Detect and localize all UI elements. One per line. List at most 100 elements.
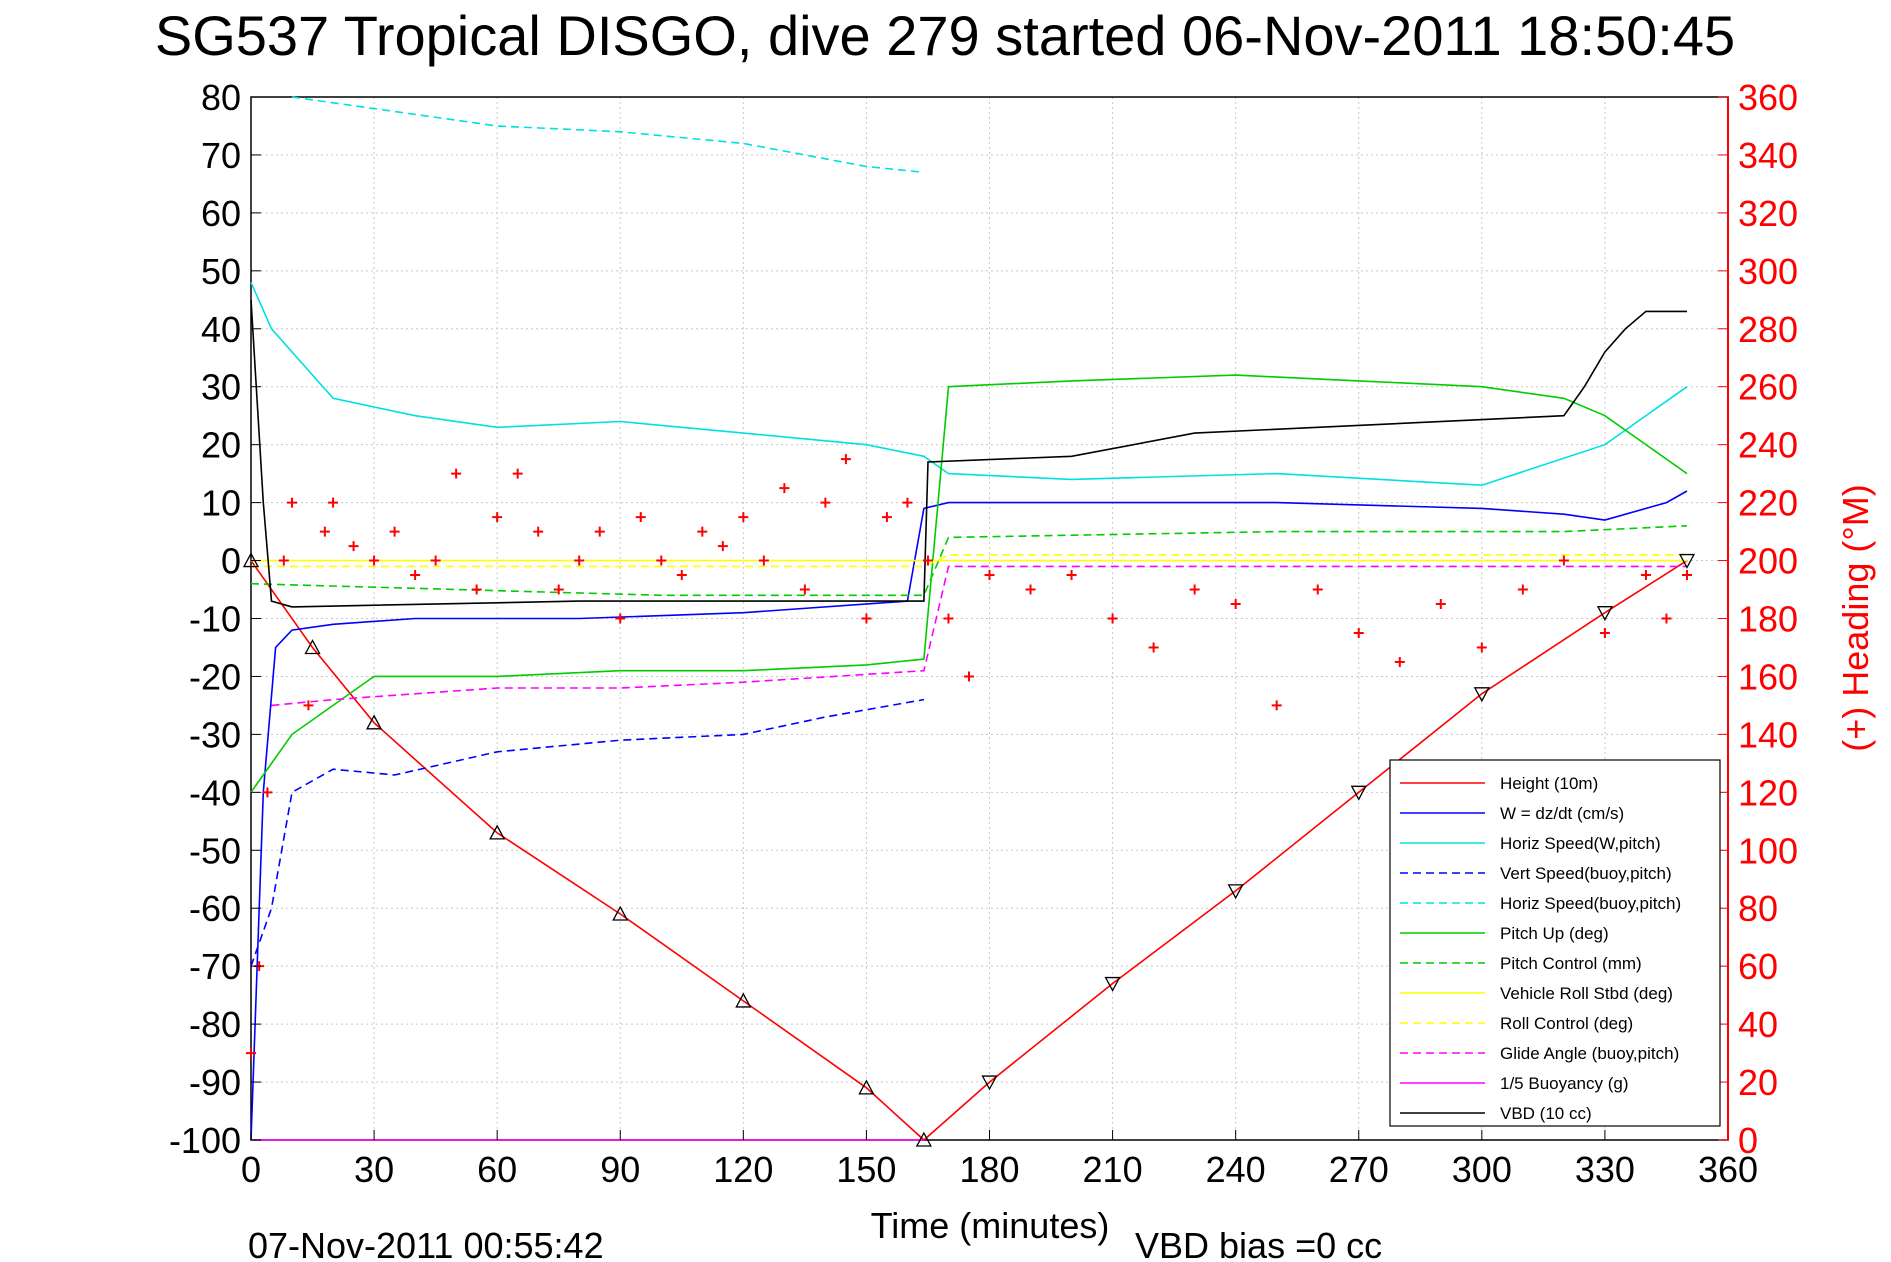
heading-point [1025, 584, 1036, 595]
series-line-9 [271, 565, 1687, 707]
right-axis-label: (+) Heading (°M) [1835, 484, 1876, 751]
x-tick-label: 270 [1329, 1149, 1389, 1190]
y2-tick-label: 40 [1738, 1004, 1778, 1045]
heading-markers [246, 454, 1692, 1059]
heading-point [656, 555, 667, 566]
series-line-1 [250, 490, 1688, 1141]
heading-point [278, 555, 289, 566]
x-tick-label: 30 [354, 1149, 394, 1190]
heading-point [451, 468, 462, 479]
y2-tick-label: 100 [1738, 830, 1798, 871]
heading-point [553, 584, 564, 595]
x-tick-label: 150 [836, 1149, 896, 1190]
legend-box [1389, 759, 1721, 1127]
legend-label: Vert Speed(buoy,pitch) [1500, 864, 1672, 883]
heading-point [676, 570, 687, 581]
heading-point [697, 526, 708, 537]
heading-point [1681, 570, 1692, 581]
y-tick-label: 40 [201, 309, 241, 350]
heading-point [1148, 642, 1159, 653]
y-tick-label: 0 [221, 541, 241, 582]
heading-point [922, 555, 933, 566]
series-line-8 [251, 554, 1687, 568]
y-tick-label: -40 [189, 772, 241, 813]
descent-marker [735, 992, 752, 1008]
series-line-11 [250, 299, 1687, 608]
heading-point [328, 497, 339, 508]
series-line-3 [250, 698, 925, 967]
descent-marker [489, 824, 506, 840]
x-tick-label: 330 [1575, 1149, 1635, 1190]
y2-tick-label: 220 [1738, 483, 1798, 524]
heading-point [594, 526, 605, 537]
heading-point [410, 570, 421, 581]
x-tick-label: 300 [1452, 1149, 1512, 1190]
chart-legend: Height (10m) W = dz/dt (cm/s) Horiz Speed(… [1389, 759, 1721, 1127]
y2-tick-label: 0 [1738, 1120, 1758, 1161]
x-tick-label: 90 [600, 1149, 640, 1190]
legend-label: Vehicle Roll Stbd (deg) [1500, 984, 1673, 1003]
heading-point [1353, 627, 1364, 638]
y-tick-label: 80 [201, 77, 241, 118]
y2-tick-label: 180 [1738, 599, 1798, 640]
heading-point [840, 454, 851, 465]
ascent-marker [1104, 976, 1121, 992]
heading-point [738, 512, 749, 523]
depth-markers [242, 552, 1696, 1147]
heading-point [492, 512, 503, 523]
legend-label: Roll Control (deg) [1500, 1014, 1633, 1033]
heading-point [1599, 627, 1610, 638]
heading-point [861, 613, 872, 624]
heading-point [1640, 570, 1651, 581]
descent-marker [858, 1079, 875, 1095]
heading-point [1189, 584, 1200, 595]
heading-point [1661, 613, 1672, 624]
heading-point [574, 555, 585, 566]
y2-tick-label: 80 [1738, 888, 1778, 929]
ascent-marker [981, 1075, 998, 1091]
y2-tick-label: 120 [1738, 772, 1798, 813]
y2-tick-label: 300 [1738, 251, 1798, 292]
heading-point [303, 700, 314, 711]
y-tick-label: 70 [201, 135, 241, 176]
series-line-5 [250, 374, 1688, 793]
heading-point [512, 468, 523, 479]
series-line-4 [291, 96, 924, 174]
descent-marker [304, 639, 321, 655]
legend-label: Horiz Speed(W,pitch) [1500, 834, 1661, 853]
heading-point [717, 541, 728, 552]
legend-label: Pitch Up (deg) [1500, 924, 1609, 943]
heading-point [1394, 656, 1405, 667]
y-tick-label: -60 [189, 888, 241, 929]
heading-point [262, 787, 273, 798]
heading-point [1517, 584, 1528, 595]
heading-point [471, 584, 482, 595]
legend-label: VBD (10 cc) [1500, 1104, 1592, 1123]
x-axis-label: Time (minutes) [871, 1205, 1110, 1246]
heading-point [319, 526, 330, 537]
heading-point [1476, 642, 1487, 653]
y-tick-label: 60 [201, 193, 241, 234]
y-tick-label: 50 [201, 251, 241, 292]
legend-label: 1/5 Buoyancy (g) [1500, 1074, 1629, 1093]
y2-tick-label: 360 [1738, 77, 1798, 118]
x-tick-label: 0 [241, 1149, 261, 1190]
heading-point [287, 497, 298, 508]
ascent-marker [1227, 884, 1244, 900]
legend-label: Glide Angle (buoy,pitch) [1500, 1044, 1679, 1063]
y-tick-label: -80 [189, 1004, 241, 1045]
heading-point [758, 555, 769, 566]
heading-point [779, 483, 790, 494]
y-tick-label: -20 [189, 656, 241, 697]
y2-tick-label: 240 [1738, 425, 1798, 466]
x-tick-label: 360 [1698, 1149, 1758, 1190]
y-tick-label: -100 [169, 1120, 241, 1161]
heading-point [943, 613, 954, 624]
y2-tick-label: 260 [1738, 367, 1798, 408]
y2-tick-label: 20 [1738, 1062, 1778, 1103]
heading-point [430, 555, 441, 566]
heading-point [963, 671, 974, 682]
heading-point [984, 570, 995, 581]
series-layer [246, 96, 1692, 1142]
